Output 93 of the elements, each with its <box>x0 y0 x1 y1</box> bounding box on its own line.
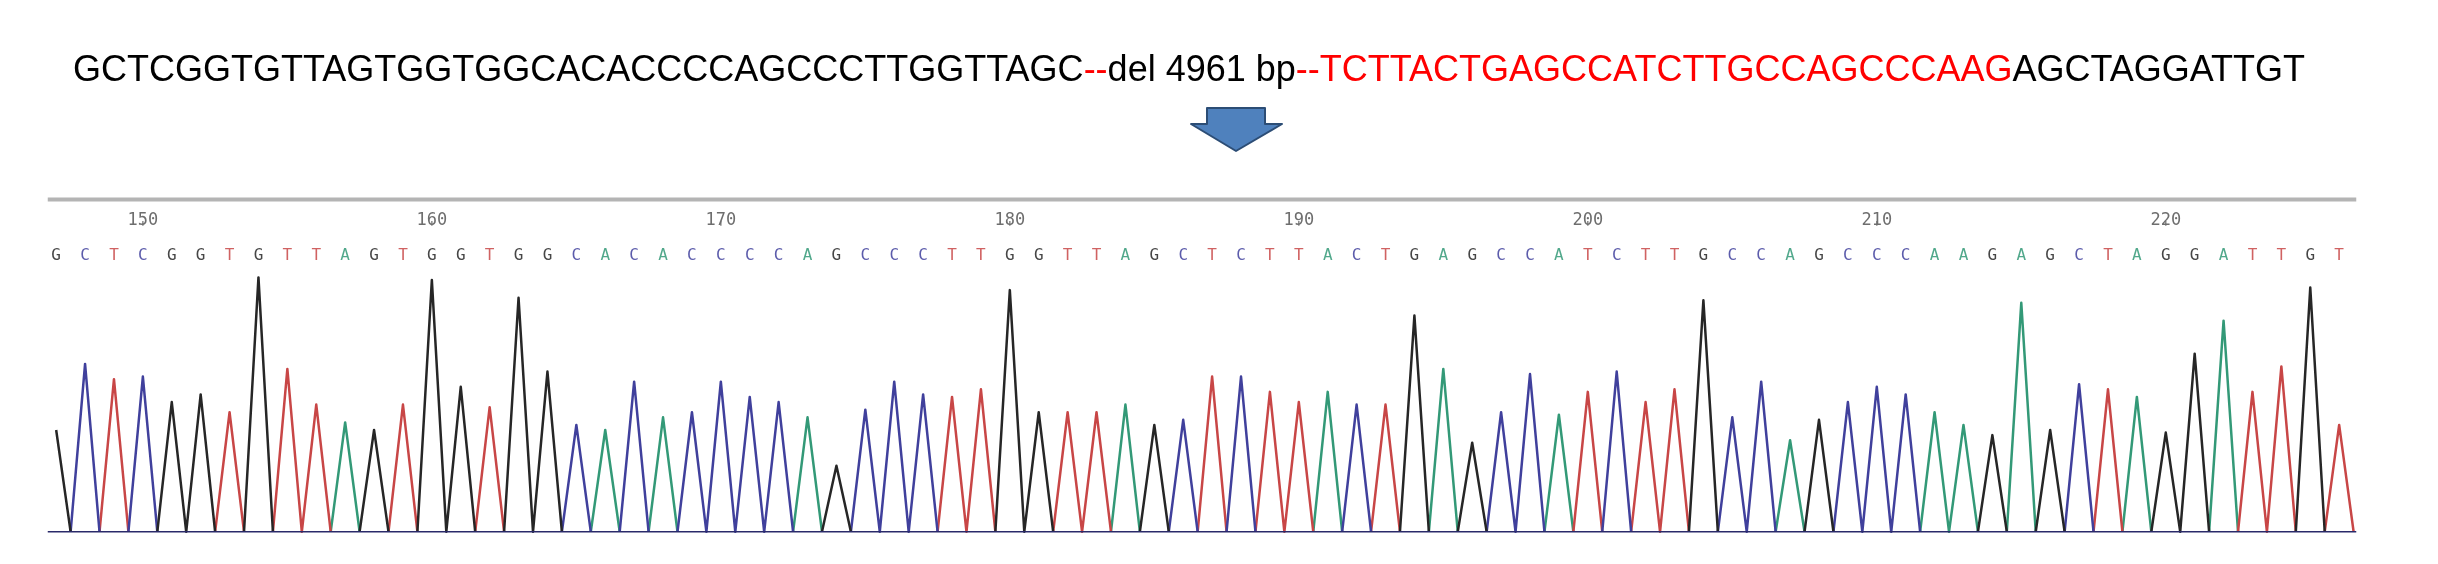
x-tick-label: G <box>542 244 553 264</box>
x-tick-label: A <box>658 244 669 264</box>
x-tick-label: G <box>1149 244 1160 264</box>
text: GCTCGGTGTTAGTGGTGGCACACCCCAGCCCTTGGTTAGC <box>73 48 1084 89</box>
x-tick-label: G <box>166 244 177 264</box>
x-tick-label: T <box>1582 244 1593 264</box>
x2-tick-label: 160 <box>416 208 448 229</box>
x-tick-label: C <box>773 244 784 264</box>
x-tick-label: G <box>1467 244 1478 264</box>
x-tick-label: T <box>1293 244 1304 264</box>
x-tick-label: G <box>195 244 206 264</box>
x-tick-label: C <box>918 244 928 264</box>
x-tick-label: C <box>1871 244 1882 264</box>
x-tick-label: G <box>427 244 437 264</box>
x-tick-label: A <box>1785 244 1796 264</box>
x-tick-label: A <box>802 244 813 264</box>
x-tick-label: T <box>1265 244 1276 264</box>
x-tick-label: T <box>947 244 958 264</box>
x-tick-label: T <box>398 244 409 264</box>
x-tick-label: C <box>1525 244 1535 264</box>
x-tick-label: A <box>1438 244 1449 264</box>
x-tick-label: G <box>2305 244 2316 264</box>
x-tick-label: A <box>600 244 611 264</box>
x-tick-label: C <box>1727 244 1738 264</box>
x-tick-label: C <box>1351 244 1362 264</box>
x-tick-label: C <box>2074 244 2084 264</box>
x-tick-label: C <box>1611 244 1622 264</box>
x-tick-label: G <box>253 244 264 264</box>
x-tick-label: C <box>1756 244 1767 264</box>
x2-tick-label: 200 <box>1572 208 1604 229</box>
x-tick-label: C <box>1900 244 1911 264</box>
x-tick-label: T <box>484 244 495 264</box>
x-tick-label: G <box>2189 244 2200 264</box>
x-tick-label: A <box>1322 244 1333 264</box>
x-tick-label: C <box>1236 244 1246 264</box>
x-tick-label: G <box>1409 244 1420 264</box>
x-tick-label: T <box>311 244 322 264</box>
x-tick-label: C <box>1178 244 1189 264</box>
x-tick-label: T <box>109 244 120 264</box>
x2-tick-label: 220 <box>2150 208 2182 229</box>
x-tick-label: C <box>629 244 639 264</box>
x-tick-label: C <box>687 244 697 264</box>
x-tick-label: G <box>2160 244 2171 264</box>
x-tick-label: A <box>1120 244 1131 264</box>
x-tick-label: T <box>1062 244 1073 264</box>
x-tick-label: T <box>1091 244 1102 264</box>
x-tick-label: A <box>2016 244 2027 264</box>
x-tick-label: T <box>2334 244 2345 264</box>
x-tick-label: G <box>513 244 524 264</box>
x-tick-label: C <box>1843 244 1853 264</box>
x-tick-label: G <box>1005 244 1015 264</box>
x-tick-label: A <box>1958 244 1969 264</box>
x2-tick-label: 170 <box>705 208 737 229</box>
x-tick-label: A <box>1929 244 1940 264</box>
x-tick-label: C <box>889 244 900 264</box>
x-tick-label: T <box>1669 244 1680 264</box>
x-tick-label: C <box>860 244 871 264</box>
x-tick-label: G <box>51 244 61 264</box>
x2-tick-label: 150 <box>127 208 159 229</box>
x-tick-label: T <box>2247 244 2258 264</box>
x-tick-label: C <box>716 244 726 264</box>
x-tick-label: G <box>1814 244 1824 264</box>
x-tick-label: T <box>2103 244 2114 264</box>
x-tick-label: A <box>2132 244 2143 264</box>
x-tick-label: C <box>1496 244 1506 264</box>
x-tick-label: C <box>80 244 90 264</box>
x-tick-label: G <box>1698 244 1709 264</box>
x-tick-label: A <box>1554 244 1565 264</box>
x-tick-label: T <box>976 244 987 264</box>
text: -- <box>1083 48 1108 89</box>
x-tick-label: G <box>1033 244 1044 264</box>
x-tick-label: A <box>2218 244 2229 264</box>
text: del 4961 bp <box>1107 48 1296 89</box>
x-tick-label: T <box>1640 244 1651 264</box>
x-tick-label: G <box>1987 244 1998 264</box>
x-tick-label: G <box>831 244 842 264</box>
x-tick-label: T <box>224 244 235 264</box>
x-tick-label: G <box>369 244 379 264</box>
x2-tick-label: 180 <box>994 208 1026 229</box>
x2-tick-label: 190 <box>1283 208 1315 229</box>
x2-tick-label: 210 <box>1861 208 1893 229</box>
x-tick-label: T <box>1380 244 1391 264</box>
text: --TCTTACTGAGCCATCTTGCCAGCCCAAG <box>1295 48 2013 89</box>
x-tick-label: G <box>2045 244 2055 264</box>
text: AGCTAGGATTGT <box>2012 48 2306 89</box>
x-tick-label: C <box>138 244 148 264</box>
x-tick-label: C <box>571 244 582 264</box>
x-tick-label: T <box>1207 244 1218 264</box>
x-tick-label: C <box>744 244 755 264</box>
x-tick-label: A <box>340 244 351 264</box>
x-tick-label: T <box>282 244 293 264</box>
x-tick-label: T <box>2276 244 2287 264</box>
x-tick-label: G <box>455 244 466 264</box>
